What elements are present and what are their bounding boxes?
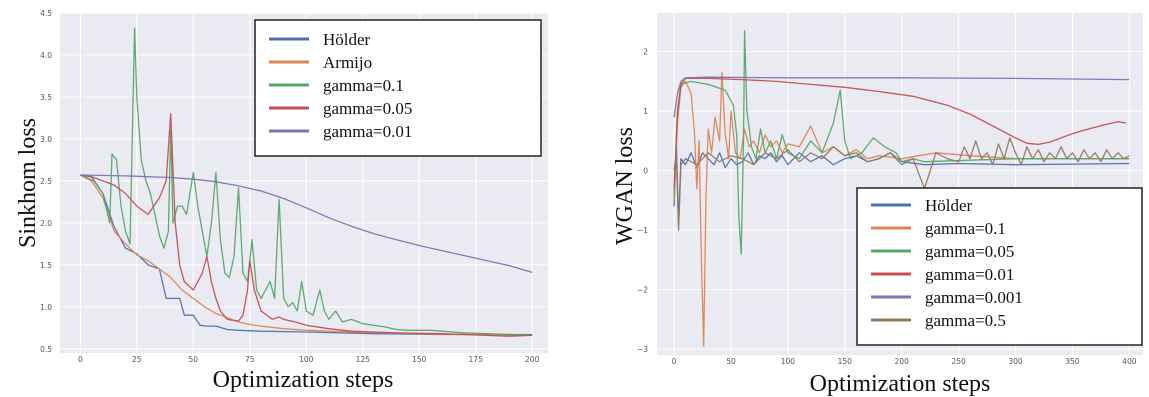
- x-tick-label: 150: [412, 355, 427, 364]
- y-tick-label: 2: [643, 48, 648, 57]
- x-tick-label: 25: [132, 355, 142, 364]
- legend-label: Hölder: [925, 196, 973, 215]
- x-axis-label: Optimization steps: [213, 367, 394, 393]
- y-tick-labels: −3 −2 −1 0 1 2: [637, 48, 648, 354]
- y-tick-label: 0.5: [40, 345, 52, 354]
- x-tick-label: 175: [469, 355, 484, 364]
- x-tick-labels: 0 25 50 75 100 125 150 175 200: [78, 355, 540, 364]
- legend-label: gamma=0.001: [925, 288, 1023, 307]
- x-tick-label: 150: [838, 357, 853, 366]
- legend-label: gamma=0.1: [323, 76, 404, 95]
- series-lines: [79, 27, 533, 337]
- y-tick-label: 2.0: [40, 219, 52, 228]
- x-tick-label: 50: [726, 357, 736, 366]
- sinkhorn-loss-chart: 0 25 50 75 100 125 150 175 200 0.5 1.0 1.5 2.0 2.5 3.…: [15, 9, 548, 393]
- legend-items: Hölder Armijo gamma=0.1 gamma=0.05 gamma=0.0…: [269, 30, 412, 141]
- legend-label: gamma=0.05: [323, 99, 412, 118]
- x-tick-labels: 0 50 100 150 200 250 300 350 400: [672, 357, 1137, 366]
- series-lines: [673, 30, 1130, 347]
- y-axis-label: WGAN loss: [612, 127, 638, 245]
- series-line-0: [80, 174, 533, 336]
- x-tick-label: 300: [1008, 357, 1023, 366]
- series-line-1: [673, 71, 1130, 347]
- legend-label: Hölder: [323, 30, 371, 49]
- legend-label: gamma=0.01: [925, 265, 1014, 284]
- legend-box: [254, 19, 542, 157]
- wgan-loss-chart: 0 50 100 150 200 250 300 350 400 −3 −2 −1 0 1 2 Hölde…: [612, 13, 1143, 397]
- x-tick-label: 200: [895, 357, 910, 366]
- grid: [657, 13, 1143, 355]
- y-tick-label: 4.5: [40, 9, 52, 18]
- y-tick-label: −2: [637, 286, 648, 295]
- y-axis-label: Sinkhom loss: [15, 118, 41, 248]
- x-tick-label: 0: [672, 357, 677, 366]
- y-tick-label: 3.0: [40, 135, 52, 144]
- legend-label: gamma=0.01: [323, 122, 412, 141]
- x-tick-label: 125: [356, 355, 371, 364]
- x-tick-label: 75: [245, 355, 255, 364]
- y-tick-label: −1: [637, 226, 648, 235]
- legend-label: gamma=0.5: [925, 311, 1006, 330]
- x-axis-label: Optimization steps: [810, 371, 991, 397]
- x-tick-label: 100: [781, 357, 796, 366]
- y-tick-label: 1.0: [40, 303, 52, 312]
- y-tick-label: 3.5: [40, 93, 52, 102]
- y-tick-labels: 0.5 1.0 1.5 2.0 2.5 3.0 3.5 4.0 4.5: [40, 9, 52, 354]
- legend-items: Hölder gamma=0.1 gamma=0.05 gamma=0.01 gamma…: [871, 196, 1023, 330]
- legend-label: gamma=0.05: [925, 242, 1014, 261]
- y-tick-label: −3: [637, 345, 648, 354]
- series-line-5: [673, 137, 1130, 231]
- legend-label: gamma=0.1: [925, 219, 1006, 238]
- x-tick-label: 100: [299, 355, 314, 364]
- series-line-2: [80, 27, 533, 337]
- y-tick-label: 1: [643, 107, 648, 116]
- y-tick-label: 4.0: [40, 51, 52, 60]
- legend-label: Armijo: [323, 53, 372, 72]
- series-line-3: [80, 113, 533, 337]
- legend: Hölder gamma=0.1 gamma=0.05 gamma=0.01 gamma…: [856, 187, 1143, 346]
- y-tick-label: 1.5: [40, 261, 52, 270]
- x-tick-label: 0: [78, 355, 83, 364]
- series-line-3: [673, 77, 1126, 189]
- series-line-4: [80, 174, 533, 274]
- x-tick-label: 50: [189, 355, 199, 364]
- legend: Hölder Armijo gamma=0.1 gamma=0.05 gamma=0.0…: [254, 19, 542, 157]
- series-line-1: [79, 174, 533, 337]
- x-tick-label: 400: [1122, 357, 1137, 366]
- y-tick-label: 2.5: [40, 177, 52, 186]
- x-tick-label: 200: [525, 355, 540, 364]
- x-tick-label: 350: [1065, 357, 1080, 366]
- series-line-4: [673, 76, 1130, 118]
- x-tick-label: 250: [951, 357, 966, 366]
- y-tick-label: 0: [643, 167, 648, 176]
